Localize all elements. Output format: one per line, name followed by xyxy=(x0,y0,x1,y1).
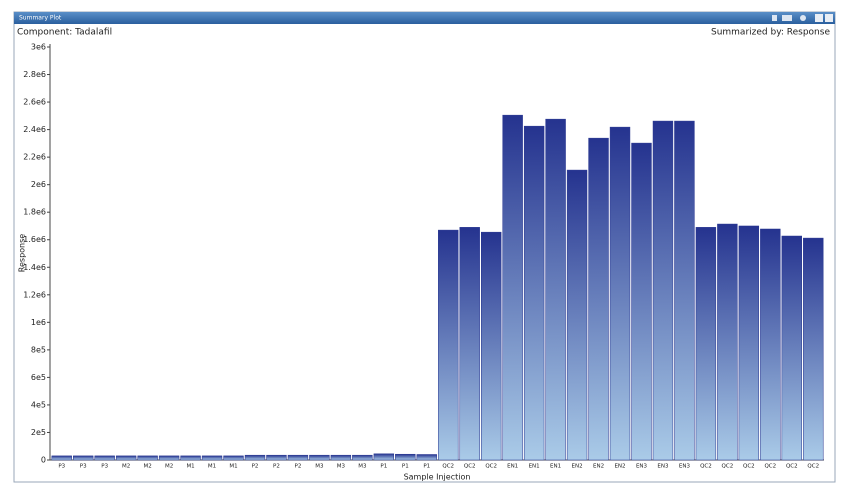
bar xyxy=(760,228,781,461)
x-tick-label: QC2 xyxy=(764,464,776,470)
y-tick-label: 1.2e6 xyxy=(23,290,46,299)
bar xyxy=(502,114,523,461)
bar xyxy=(738,225,760,461)
bar xyxy=(480,231,502,461)
x-tick-label: P3 xyxy=(101,464,108,470)
y-tick-label: 4e5 xyxy=(31,400,46,409)
x-tick-label: M3 xyxy=(358,464,367,470)
x-tick-label: M3 xyxy=(315,464,324,470)
y-tick-label: 1.4e6 xyxy=(23,263,46,272)
bar xyxy=(352,454,373,461)
bar xyxy=(395,453,416,461)
x-tick-label: M2 xyxy=(165,464,173,470)
y-tick-label: 0 xyxy=(41,456,46,465)
bar xyxy=(180,455,201,461)
x-tick-label: QC2 xyxy=(786,464,798,470)
bar xyxy=(652,120,674,461)
bar xyxy=(309,454,330,461)
x-tick-label: EN3 xyxy=(657,464,669,470)
x-tick-label: QC2 xyxy=(807,464,819,470)
x-tick-label: EN1 xyxy=(507,464,518,470)
bar xyxy=(73,455,94,461)
bar xyxy=(674,120,695,461)
y-tick-label: 2.4e6 xyxy=(23,125,46,134)
x-tick-label: P2 xyxy=(273,464,280,470)
y-tick-label: 1.8e6 xyxy=(23,208,46,217)
bar xyxy=(137,455,158,461)
y-tick-label: 1e6 xyxy=(31,318,46,327)
y-tick-label: 3e6 xyxy=(31,43,46,52)
y-tick-label: 2e6 xyxy=(31,180,46,189)
x-tick-label: EN1 xyxy=(550,464,561,470)
bar xyxy=(588,137,609,461)
x-tick-label: M3 xyxy=(337,464,346,470)
bar xyxy=(115,455,137,461)
bar xyxy=(695,227,717,461)
bar xyxy=(545,118,566,461)
x-tick-label: EN3 xyxy=(636,464,648,470)
y-tick-label: 8e5 xyxy=(31,345,46,354)
bar xyxy=(330,454,352,461)
bar xyxy=(631,142,652,461)
bar xyxy=(158,455,180,461)
x-tick-label: QC2 xyxy=(722,464,734,470)
bar xyxy=(416,454,437,461)
y-tick-label: 2.8e6 xyxy=(23,70,46,79)
bar xyxy=(51,455,72,461)
bar xyxy=(523,125,545,461)
bar xyxy=(566,169,588,461)
x-tick-label: EN2 xyxy=(572,464,583,470)
y-tick-label: 2e5 xyxy=(31,428,46,437)
x-tick-label: M1 xyxy=(186,464,194,470)
x-tick-label: QC2 xyxy=(700,464,712,470)
x-tick-label: M1 xyxy=(208,464,216,470)
tab-label[interactable]: Summary Plot xyxy=(19,15,62,22)
x-tick-label: M2 xyxy=(122,464,130,470)
bar xyxy=(438,229,459,461)
bar xyxy=(266,454,287,461)
x-tick-label: P1 xyxy=(380,464,387,470)
x-tick-label: EN2 xyxy=(593,464,604,470)
bar xyxy=(223,455,244,461)
bar xyxy=(201,455,223,461)
bar xyxy=(244,454,266,461)
x-tick-label: M1 xyxy=(229,464,237,470)
x-tick-label: P2 xyxy=(252,464,259,470)
x-tick-label: M2 xyxy=(144,464,152,470)
chart-subtitle: Summarized by: Response xyxy=(711,28,830,38)
bar xyxy=(287,454,309,461)
x-tick-label: EN1 xyxy=(529,464,540,470)
x-tick-label: P3 xyxy=(80,464,87,470)
bar xyxy=(781,235,802,461)
x-tick-label: QC2 xyxy=(485,464,497,470)
bar xyxy=(717,223,738,461)
title-bar xyxy=(14,12,835,24)
bar xyxy=(459,227,480,461)
bar xyxy=(94,455,115,461)
y-tick-label: 6e5 xyxy=(31,373,46,382)
x-tick-label: P1 xyxy=(402,464,409,470)
x-tick-label: QC2 xyxy=(464,464,476,470)
bar xyxy=(609,126,631,461)
x-tick-label: EN3 xyxy=(679,464,691,470)
y-tick-label: 2.6e6 xyxy=(23,98,46,107)
bar xyxy=(803,237,824,461)
x-tick-label: QC2 xyxy=(442,464,454,470)
y-tick-label: 1.6e6 xyxy=(23,235,46,244)
toolbar-icons[interactable] xyxy=(772,14,833,22)
x-tick-label: P3 xyxy=(58,464,65,470)
y-axis-title: Response xyxy=(18,234,27,273)
x-tick-label: P2 xyxy=(295,464,302,470)
y-tick-label: 2.2e6 xyxy=(23,153,46,162)
chart-title: Component: Tadalafil xyxy=(17,28,112,38)
x-tick-label: P1 xyxy=(423,464,430,470)
x-axis-title: Sample Injection xyxy=(404,473,471,482)
x-tick-label: EN2 xyxy=(614,464,625,470)
x-tick-label: QC2 xyxy=(743,464,755,470)
bar xyxy=(373,453,395,461)
